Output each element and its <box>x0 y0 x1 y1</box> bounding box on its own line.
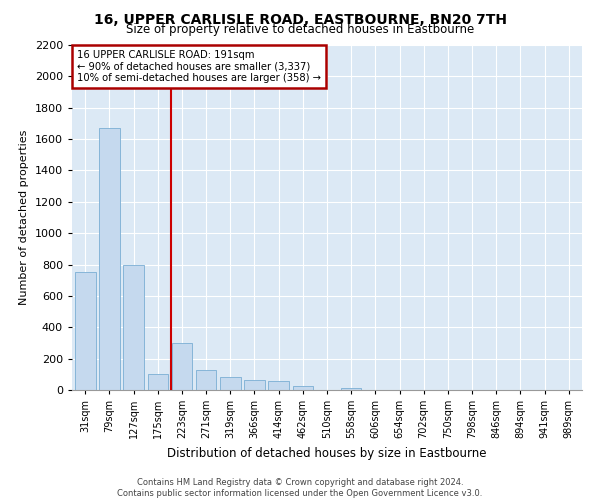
Y-axis label: Number of detached properties: Number of detached properties <box>19 130 29 305</box>
Text: Size of property relative to detached houses in Eastbourne: Size of property relative to detached ho… <box>126 22 474 36</box>
Bar <box>196 370 217 390</box>
Bar <box>341 388 361 390</box>
Bar <box>244 380 265 390</box>
Bar <box>293 386 313 390</box>
Text: 16, UPPER CARLISLE ROAD, EASTBOURNE, BN20 7TH: 16, UPPER CARLISLE ROAD, EASTBOURNE, BN2… <box>94 12 506 26</box>
Bar <box>172 343 192 390</box>
Text: Contains HM Land Registry data © Crown copyright and database right 2024.
Contai: Contains HM Land Registry data © Crown c… <box>118 478 482 498</box>
X-axis label: Distribution of detached houses by size in Eastbourne: Distribution of detached houses by size … <box>167 446 487 460</box>
Bar <box>148 374 168 390</box>
Bar <box>99 128 120 390</box>
Bar <box>124 264 144 390</box>
Text: 16 UPPER CARLISLE ROAD: 191sqm
← 90% of detached houses are smaller (3,337)
10% : 16 UPPER CARLISLE ROAD: 191sqm ← 90% of … <box>77 50 321 84</box>
Bar <box>220 378 241 390</box>
Bar <box>268 382 289 390</box>
Bar <box>75 272 95 390</box>
